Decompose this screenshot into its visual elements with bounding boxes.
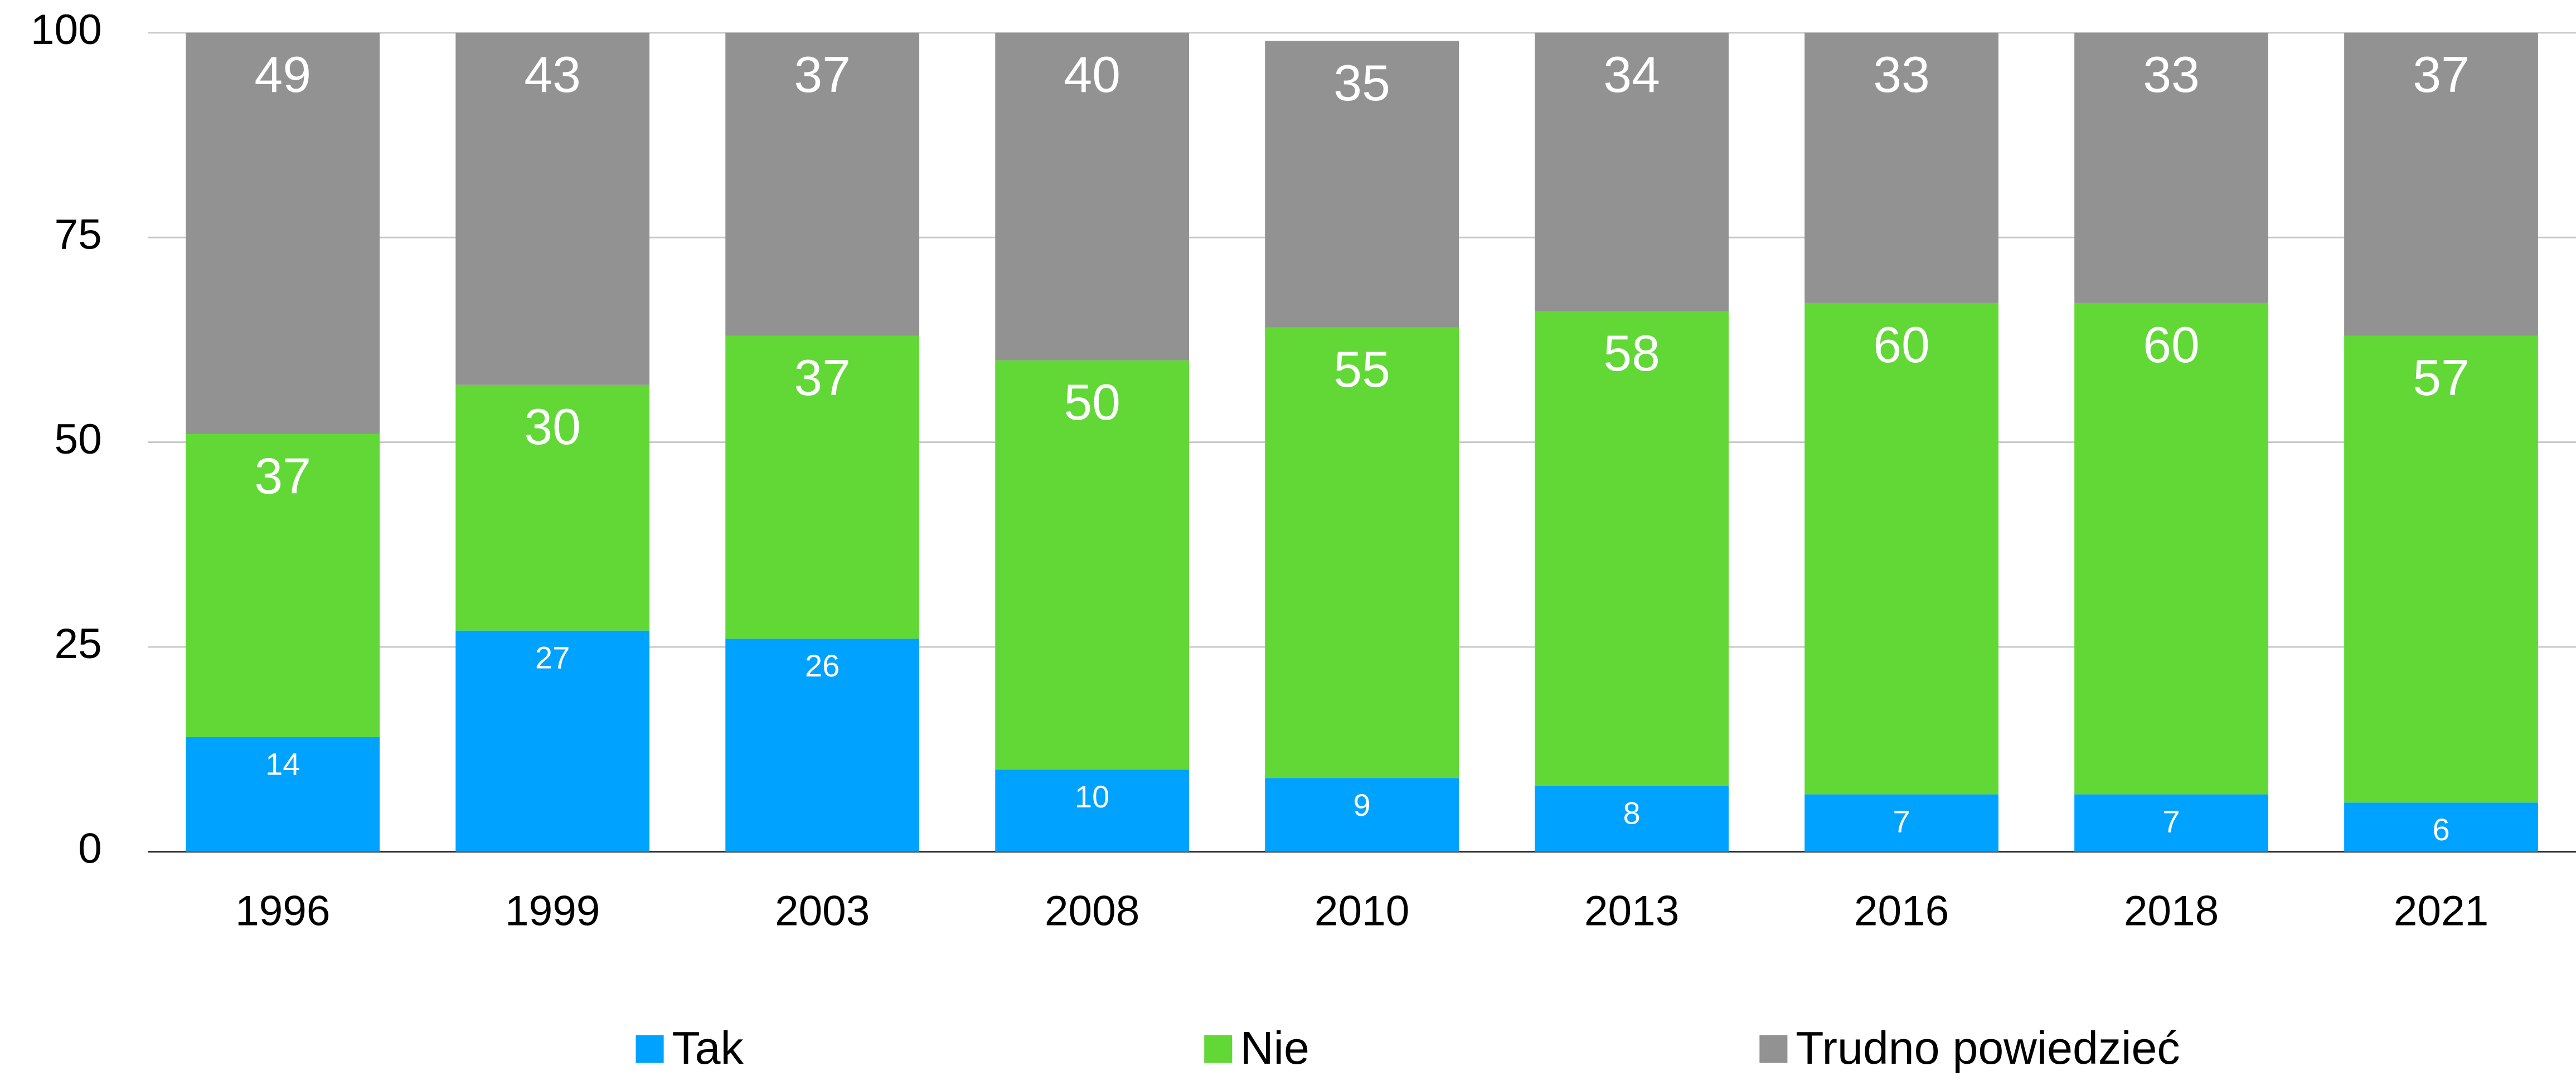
data-label: 7 bbox=[1893, 804, 1910, 839]
data-label: 40 bbox=[1064, 46, 1120, 103]
bar-segment bbox=[1265, 778, 1459, 852]
data-label: 33 bbox=[1873, 46, 1930, 103]
bar-segment bbox=[1265, 41, 1459, 328]
bar-segment bbox=[2344, 335, 2538, 803]
bar-segment bbox=[1535, 32, 1729, 311]
data-label: 34 bbox=[1603, 46, 1660, 103]
data-label: 43 bbox=[524, 46, 581, 103]
data-label: 57 bbox=[2413, 349, 2470, 406]
data-label: 50 bbox=[1064, 374, 1120, 431]
y-tick-label: 100 bbox=[31, 6, 102, 53]
data-label: 6 bbox=[2432, 812, 2449, 847]
legend-swatch bbox=[635, 1035, 664, 1063]
bar-segment bbox=[186, 32, 380, 434]
bar-segment bbox=[2344, 32, 2538, 336]
x-tick-label: 2018 bbox=[2124, 887, 2219, 934]
x-tick-label: 2010 bbox=[1314, 887, 1409, 934]
data-label: 30 bbox=[524, 398, 581, 455]
bar-segment bbox=[995, 770, 1190, 852]
bar-segment bbox=[725, 335, 920, 639]
bar-segment bbox=[1535, 311, 1729, 786]
bar-segment bbox=[455, 32, 650, 385]
data-label: 37 bbox=[794, 349, 851, 406]
bar-segment bbox=[995, 32, 1190, 361]
legend-swatch bbox=[1759, 1035, 1788, 1063]
data-label: 49 bbox=[254, 46, 311, 103]
x-tick-label: 2016 bbox=[1854, 887, 1949, 934]
bar-segment bbox=[725, 32, 920, 336]
data-label: 35 bbox=[1333, 55, 1390, 111]
y-tick-label: 50 bbox=[54, 416, 101, 463]
bar-segment bbox=[1535, 786, 1729, 852]
x-tick-label: 2013 bbox=[1584, 887, 1679, 934]
x-tick-label: 2021 bbox=[2394, 887, 2488, 934]
x-tick-label: 2003 bbox=[775, 887, 870, 934]
bar-segment bbox=[1804, 32, 1998, 303]
y-tick-label: 0 bbox=[78, 825, 102, 873]
bar-segment bbox=[2074, 32, 2268, 303]
bar-segment bbox=[1265, 327, 1459, 778]
bar-segment bbox=[995, 360, 1190, 770]
bar-segment bbox=[2074, 794, 2268, 852]
bar-segment bbox=[1804, 303, 1998, 795]
data-label: 8 bbox=[1623, 796, 1641, 831]
data-label: 33 bbox=[2143, 46, 2200, 103]
bar-segment bbox=[455, 630, 650, 852]
data-label: 10 bbox=[1075, 779, 1109, 814]
data-label: 37 bbox=[2413, 46, 2470, 103]
data-label: 37 bbox=[254, 447, 311, 504]
legend-label: Trudno powiedzieć bbox=[1796, 1022, 2180, 1074]
legend-label: Nie bbox=[1240, 1022, 1309, 1074]
y-tick-label: 25 bbox=[54, 620, 101, 668]
y-tick-label: 75 bbox=[54, 211, 101, 258]
data-label: 60 bbox=[1873, 316, 1930, 373]
x-tick-label: 2008 bbox=[1045, 887, 1139, 934]
bar-segment bbox=[186, 434, 380, 737]
legend-swatch bbox=[1204, 1035, 1233, 1063]
bar-segment bbox=[725, 639, 920, 852]
data-label: 14 bbox=[265, 746, 300, 781]
bar-segment bbox=[455, 384, 650, 631]
bar-segment bbox=[186, 737, 380, 852]
x-tick-label: 1999 bbox=[505, 887, 600, 934]
data-label: 27 bbox=[535, 640, 570, 675]
data-label: 55 bbox=[1333, 341, 1390, 398]
bar-segment bbox=[2074, 303, 2268, 795]
data-label: 7 bbox=[2162, 804, 2180, 839]
data-label: 58 bbox=[1603, 325, 1660, 382]
bar-segment bbox=[2344, 802, 2538, 852]
legend-label: Tak bbox=[672, 1022, 744, 1074]
data-label: 60 bbox=[2143, 316, 2200, 373]
x-tick-label: 1996 bbox=[235, 887, 330, 934]
data-label: 26 bbox=[805, 648, 840, 683]
data-label: 9 bbox=[1354, 787, 1371, 822]
data-label: 37 bbox=[794, 46, 851, 103]
bar-segment bbox=[1804, 794, 1998, 852]
